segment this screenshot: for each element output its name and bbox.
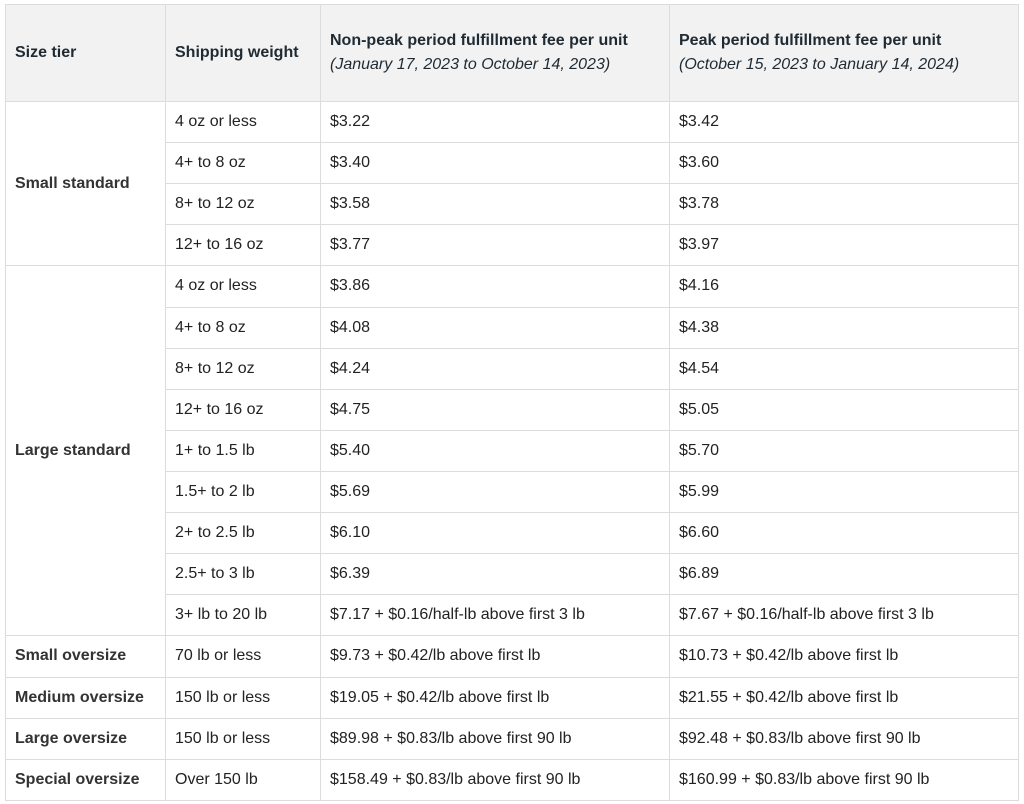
fee-table-container: Size tier Shipping weight Non-peak perio… [5, 4, 1019, 802]
header-size-tier: Size tier [5, 4, 166, 102]
nonpeak-fee-cell: $3.86 [320, 265, 670, 308]
table-row: 12+ to 16 oz $4.75 $5.05 [6, 388, 1019, 431]
peak-fee-cell: $6.60 [669, 512, 1019, 555]
header-peak-dates: (October 15, 2023 to January 14, 2024) [679, 56, 960, 73]
size-tier-cell: Small oversize [5, 635, 166, 678]
nonpeak-fee-cell: $9.73 + $0.42/lb above first lb [320, 635, 670, 678]
table-row: Medium oversize 150 lb or less $19.05 + $0… [5, 676, 1019, 719]
nonpeak-fee-cell: $4.08 [320, 306, 670, 349]
peak-fee-cell: $5.99 [669, 470, 1019, 514]
nonpeak-fee-cell: $6.39 [320, 553, 670, 596]
peak-fee-cell: $3.60 [669, 142, 1019, 185]
table-row: Special oversize Over 150 lb $158.49 + $0.… [5, 758, 1019, 802]
shipping-weight-cell: 1+ to 1.5 lb [165, 429, 321, 472]
nonpeak-fee-cell: $19.05 + $0.42/lb above first lb [320, 676, 670, 719]
table-row: 2.5+ to 3 lb $6.39 $6.89 [6, 553, 1019, 596]
size-tier-cell: Large oversize [5, 717, 166, 760]
table-row: 8+ to 12 oz $4.24 $4.54 [6, 347, 1019, 390]
table-row: Large oversize 150 lb or less $89.98 + $0.… [5, 717, 1019, 760]
shipping-weight-cell: 12+ to 16 oz [165, 224, 321, 267]
table-row: 8+ to 12 oz $3.58 $3.78 [6, 183, 1019, 226]
table-row: Large standard 4 oz or less $3.86 $4.16 [5, 265, 1019, 637]
peak-fee-cell: $7.67 + $0.16/half-lb above first 3 lb [669, 594, 1019, 637]
table-row: 4+ to 8 oz $4.08 $4.38 [6, 306, 1019, 349]
table-body: Small standard 4 oz or less $3.22 $3.42 4+ t… [5, 100, 1019, 802]
table-row: 1.5+ to 2 lb $5.69 $5.99 [6, 470, 1019, 514]
shipping-weight-cell: 4 oz or less [165, 265, 321, 308]
header-nonpeak-title: Non-peak period fulfillment fee per unit [330, 32, 628, 49]
size-tier-cell: Special oversize [5, 758, 166, 802]
nonpeak-fee-cell: $6.10 [320, 512, 670, 555]
peak-fee-cell: $21.55 + $0.42/lb above first lb [669, 676, 1019, 719]
shipping-weight-cell: 1.5+ to 2 lb [165, 470, 321, 514]
peak-fee-cell: $3.42 [669, 100, 1019, 144]
shipping-weight-cell: 150 lb or less [165, 717, 321, 760]
peak-fee-cell: $3.97 [669, 224, 1019, 267]
shipping-weight-cell: 4 oz or less [165, 100, 321, 144]
shipping-weight-cell: 2.5+ to 3 lb [165, 553, 321, 596]
header-shipping-weight: Shipping weight [165, 4, 321, 102]
peak-fee-cell: $5.70 [669, 429, 1019, 472]
peak-fee-cell: $4.16 [669, 265, 1019, 308]
table-row: Small standard 4 oz or less $3.22 $3.42 [5, 100, 1019, 267]
shipping-weight-cell: 8+ to 12 oz [165, 347, 321, 390]
header-row: Size tier Shipping weight Non-peak perio… [5, 4, 1019, 102]
table-row: Small oversize 70 lb or less $9.73 + $0.42… [5, 635, 1019, 678]
header-peak-fee: Peak period fulfillment fee per unit (Oc… [669, 4, 1019, 102]
shipping-weight-cell: Over 150 lb [165, 758, 321, 802]
table-header: Size tier Shipping weight Non-peak perio… [5, 4, 1019, 102]
table-row: 4+ to 8 oz $3.40 $3.60 [6, 142, 1019, 185]
shipping-weight-cell: 8+ to 12 oz [165, 183, 321, 226]
table-row: 2+ to 2.5 lb $6.10 $6.60 [6, 512, 1019, 555]
nonpeak-fee-cell: $3.58 [320, 183, 670, 226]
nonpeak-fee-cell: $7.17 + $0.16/half-lb above first 3 lb [320, 594, 670, 637]
table-row: 3+ lb to 20 lb $7.17 + $0.16/half-lb abov… [6, 594, 1019, 637]
nonpeak-fee-cell: $3.77 [320, 224, 670, 267]
shipping-weight-cell: 4+ to 8 oz [165, 306, 321, 349]
shipping-weight-cell: 70 lb or less [165, 635, 321, 678]
header-nonpeak-dates: (January 17, 2023 to October 14, 2023) [330, 56, 611, 73]
peak-fee-cell: $10.73 + $0.42/lb above first lb [669, 635, 1019, 678]
table-row: 12+ to 16 oz $3.77 $3.97 [6, 224, 1019, 267]
fulfillment-fee-table: Size tier Shipping weight Non-peak perio… [5, 4, 1019, 802]
peak-fee-cell: $6.89 [669, 553, 1019, 596]
nonpeak-fee-cell: $5.69 [320, 470, 670, 514]
shipping-weight-cell: 4+ to 8 oz [165, 142, 321, 185]
peak-fee-cell: $160.99 + $0.83/lb above first 90 lb [669, 758, 1019, 802]
nonpeak-fee-cell: $89.98 + $0.83/lb above first 90 lb [320, 717, 670, 760]
peak-fee-cell: $92.48 + $0.83/lb above first 90 lb [669, 717, 1019, 760]
header-nonpeak-fee: Non-peak period fulfillment fee per unit… [320, 4, 670, 102]
nonpeak-fee-cell: $158.49 + $0.83/lb above first 90 lb [320, 758, 670, 802]
peak-fee-cell: $5.05 [669, 388, 1019, 431]
nonpeak-fee-cell: $5.40 [320, 429, 670, 472]
nonpeak-fee-cell: $3.40 [320, 142, 670, 185]
size-tier-cell: Medium oversize [5, 676, 166, 719]
nonpeak-fee-cell: $3.22 [320, 100, 670, 144]
shipping-weight-cell: 150 lb or less [165, 676, 321, 719]
shipping-weight-cell: 2+ to 2.5 lb [165, 512, 321, 555]
shipping-weight-cell: 3+ lb to 20 lb [165, 594, 321, 637]
table-row: 1+ to 1.5 lb $5.40 $5.70 [6, 429, 1019, 472]
nonpeak-fee-cell: $4.75 [320, 388, 670, 431]
nonpeak-fee-cell: $4.24 [320, 347, 670, 390]
peak-fee-cell: $4.54 [669, 347, 1019, 390]
size-tier-cell: Large standard [5, 265, 166, 637]
shipping-weight-cell: 12+ to 16 oz [165, 388, 321, 431]
peak-fee-cell: $3.78 [669, 183, 1019, 226]
peak-fee-cell: $4.38 [669, 306, 1019, 349]
header-peak-title: Peak period fulfillment fee per unit [679, 32, 942, 49]
size-tier-cell: Small standard [5, 100, 166, 267]
